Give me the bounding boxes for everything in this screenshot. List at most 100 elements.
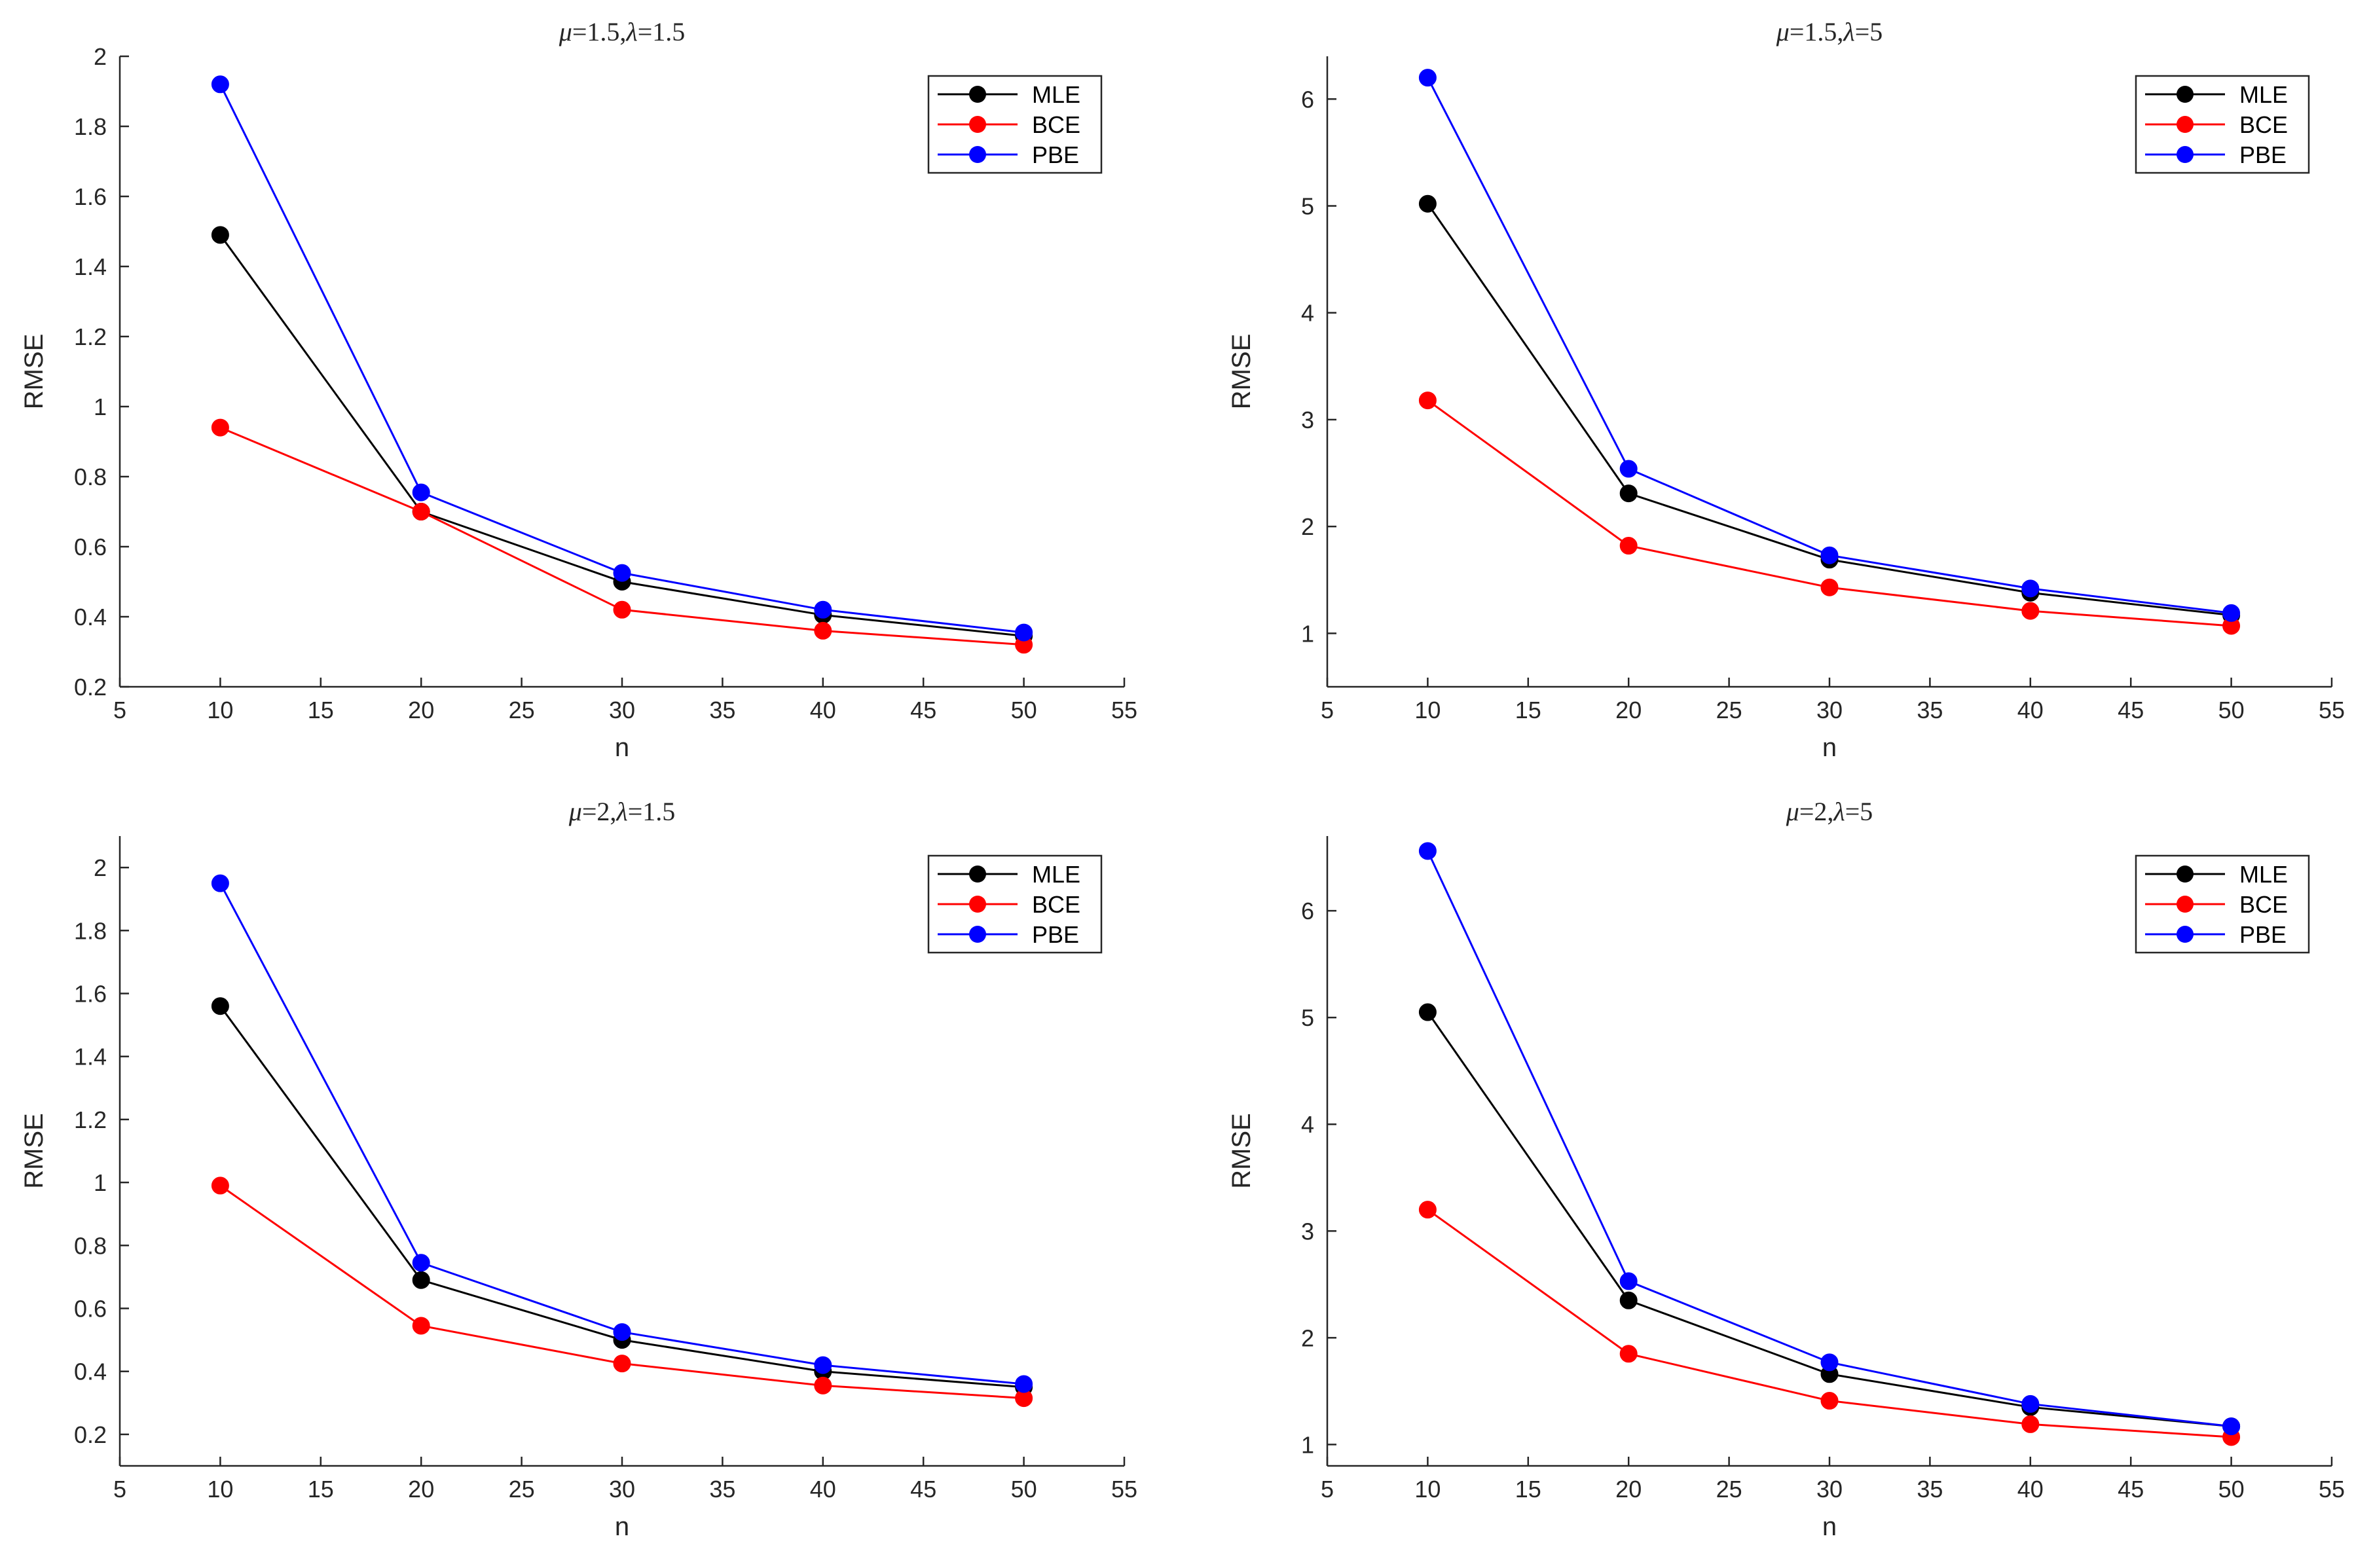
x-tick-label: 35	[709, 697, 735, 723]
data-point-pbe	[2021, 1395, 2040, 1413]
title-part: =1.5,	[572, 17, 627, 46]
data-point-pbe	[2222, 604, 2241, 622]
x-tick-label: 50	[2218, 697, 2245, 723]
x-axis-label: n	[1822, 1512, 1837, 1541]
y-tick-label: 1.2	[74, 1106, 107, 1133]
y-tick-label: 6	[1301, 86, 1314, 113]
data-point-bce	[412, 1317, 430, 1335]
title-part: =1.5	[638, 17, 686, 46]
data-point-bce	[814, 621, 832, 640]
chart-title: μ=1.5,λ=5	[1776, 17, 1883, 46]
data-point-pbe	[1619, 460, 1638, 478]
title-part: =5	[1855, 17, 1883, 46]
legend-label-mle: MLE	[1032, 861, 1080, 888]
y-tick-label: 1	[1301, 1431, 1314, 1458]
x-tick-label: 10	[207, 1476, 233, 1503]
x-axis-label: n	[1822, 733, 1837, 762]
legend: MLE BCE PBE	[2135, 75, 2310, 174]
data-point-bce	[412, 503, 430, 520]
legend-marker-pbe	[2177, 146, 2194, 163]
x-tick-label: 5	[113, 1476, 126, 1503]
title-part: μ	[1776, 17, 1790, 46]
y-tick-label: 1	[94, 393, 107, 420]
legend-marker-mle	[2177, 86, 2194, 103]
legend-label-pbe: PBE	[2239, 921, 2287, 948]
data-point-mle	[1418, 194, 1437, 213]
x-tick-label: 15	[308, 1476, 334, 1503]
x-tick-label: 30	[609, 1476, 635, 1503]
data-point-pbe	[1820, 1353, 1839, 1372]
y-tick-label: 0.8	[74, 464, 107, 490]
data-point-pbe	[1015, 1375, 1033, 1393]
title-part: λ	[1833, 797, 1845, 826]
x-tick-label: 45	[910, 697, 936, 723]
data-point-mle	[211, 226, 229, 244]
y-tick-label: 0.8	[74, 1232, 107, 1259]
legend-marker-pbe	[969, 926, 986, 943]
y-tick-label: 3	[1301, 407, 1314, 433]
legend-marker-pbe	[969, 146, 986, 163]
x-tick-label: 5	[113, 697, 126, 723]
x-tick-label: 15	[308, 697, 334, 723]
legend-label-bce: BCE	[1032, 891, 1080, 918]
data-point-mle	[1619, 1291, 1638, 1309]
chart-title: μ=1.5,λ=1.5	[559, 17, 686, 46]
x-tick-label: 30	[1816, 1476, 1843, 1503]
x-tick-label: 55	[2319, 697, 2345, 723]
x-axis-label: n	[615, 733, 629, 762]
y-tick-label: 5	[1301, 1004, 1314, 1031]
legend-marker-mle	[969, 86, 986, 103]
x-tick-label: 5	[1321, 1476, 1334, 1503]
x-tick-label: 20	[408, 697, 434, 723]
data-point-bce	[1820, 578, 1839, 596]
y-tick-label: 1.4	[74, 1044, 107, 1070]
title-part: μ	[1786, 797, 1799, 826]
y-tick-label: 5	[1301, 193, 1314, 220]
data-point-pbe	[412, 1254, 430, 1272]
x-tick-label: 35	[1917, 697, 1943, 723]
title-part: μ	[559, 17, 572, 46]
y-tick-label: 3	[1301, 1218, 1314, 1245]
x-tick-label: 40	[2017, 1476, 2044, 1503]
y-tick-label: 4	[1301, 1111, 1314, 1138]
title-part: =1.5	[628, 797, 676, 826]
chart-panel-2: 5 10 15 20 25 30 35 40 45 50 55123456nRMSEμ=1.5,λ=…	[1227, 17, 2345, 762]
y-axis-label: RMSE	[20, 334, 48, 410]
x-tick-label: 35	[1917, 1476, 1943, 1503]
legend: MLE BCE PBE	[2135, 854, 2310, 954]
x-tick-label: 50	[2218, 1476, 2245, 1503]
y-tick-label: 2	[1301, 513, 1314, 540]
y-tick-label: 2	[1301, 1324, 1314, 1351]
x-tick-label: 55	[1111, 697, 1137, 723]
data-point-bce	[814, 1376, 832, 1395]
chart-title: μ=2,λ=1.5	[568, 797, 676, 826]
x-tick-label: 45	[2118, 697, 2144, 723]
x-tick-label: 15	[1515, 1476, 1541, 1503]
data-point-pbe	[2222, 1417, 2241, 1436]
legend-label-bce: BCE	[2239, 111, 2288, 138]
legend-label-pbe: PBE	[2239, 141, 2287, 168]
x-tick-label: 45	[910, 1476, 936, 1503]
data-point-bce	[613, 600, 631, 619]
data-point-pbe	[211, 874, 229, 892]
title-part: =2,	[582, 797, 617, 826]
y-tick-label: 0.6	[74, 1296, 107, 1322]
y-axis-label: RMSE	[1227, 334, 1256, 410]
x-tick-label: 10	[1414, 1476, 1441, 1503]
x-tick-label: 45	[2118, 1476, 2144, 1503]
y-tick-label: 1.8	[74, 113, 107, 140]
data-point-bce	[613, 1355, 631, 1373]
x-tick-label: 40	[810, 697, 836, 723]
data-point-mle	[412, 1271, 430, 1289]
title-part: =1.5,	[1790, 17, 1844, 46]
legend-label-pbe: PBE	[1032, 141, 1079, 168]
data-point-bce	[211, 418, 229, 437]
y-axis-label: RMSE	[20, 1113, 48, 1189]
data-point-pbe	[412, 483, 430, 501]
y-tick-label: 0.4	[74, 604, 107, 630]
legend-marker-bce	[2177, 116, 2194, 133]
chart-panel-4: 5 10 15 20 25 30 35 40 45 50 55123456nRMSEμ=2,λ=5M…	[1227, 797, 2345, 1541]
y-tick-label: 0.2	[74, 674, 107, 701]
y-tick-label: 0.2	[74, 1421, 107, 1448]
